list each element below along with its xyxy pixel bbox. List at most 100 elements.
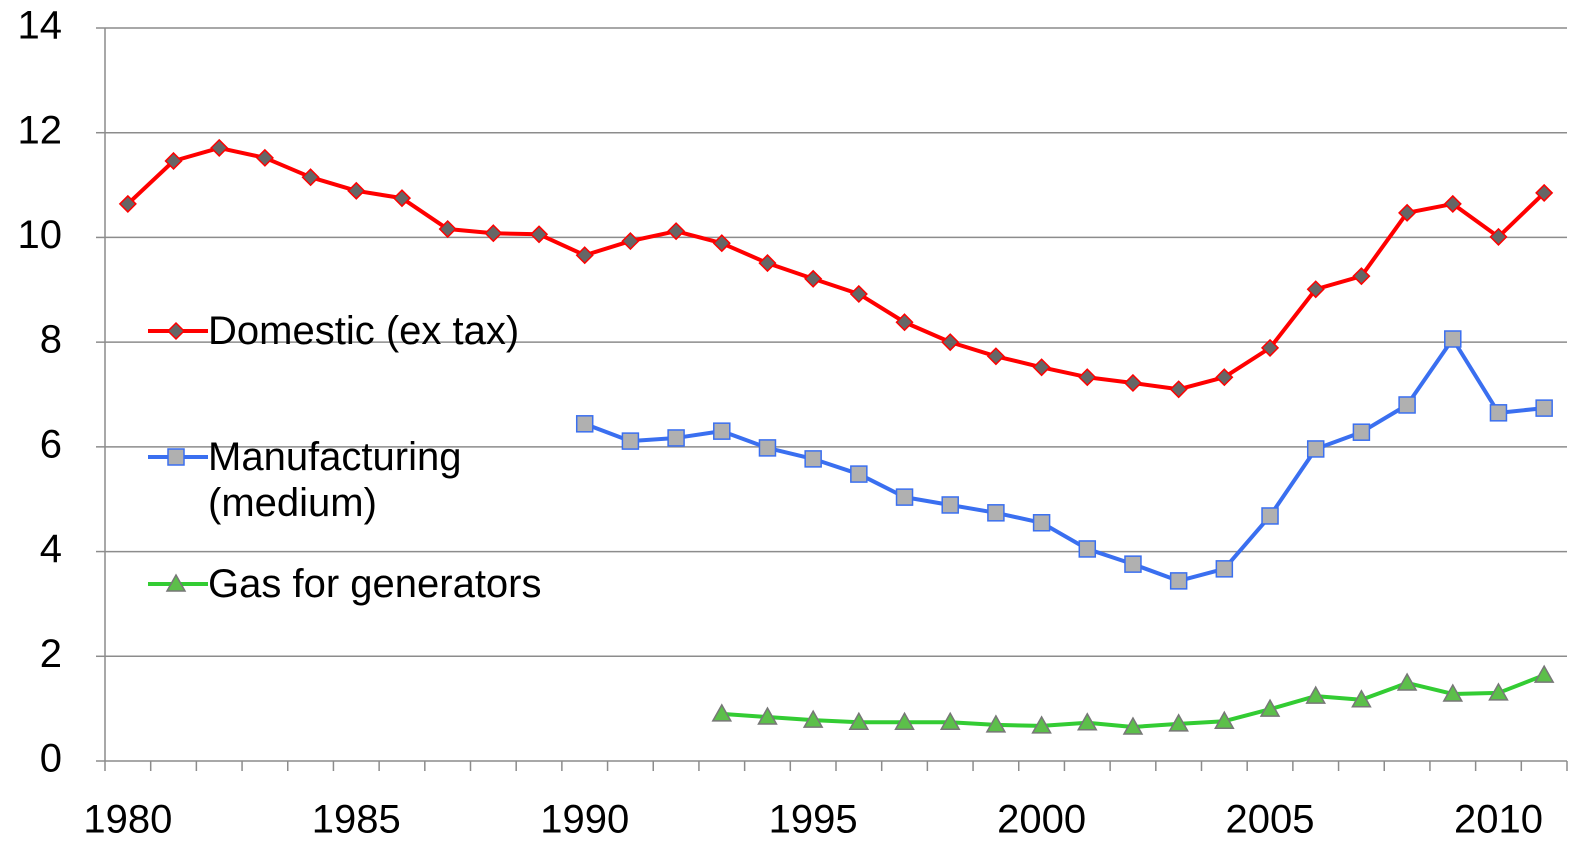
marker [895,488,914,506]
legend-swatch [148,573,208,592]
marker [1168,713,1189,732]
marker [894,711,915,731]
marker [255,148,274,167]
marker [575,246,594,265]
marker [621,232,640,251]
marker [1488,682,1509,701]
y-tick-label: 4 [40,527,62,571]
marker [1398,396,1416,414]
marker [1535,399,1553,417]
marker [1169,572,1188,590]
x-tick-label: 2000 [997,798,1086,842]
marker [164,151,183,171]
marker [167,448,185,466]
marker [848,711,870,731]
marker [1259,698,1281,717]
marker [301,168,320,187]
marker [210,138,229,157]
legend-swatch [148,321,208,341]
marker [1078,540,1097,558]
marker [438,219,457,239]
marker [1078,368,1097,387]
legend-label: Manufacturing (medium) [208,435,462,525]
marker [1442,683,1464,702]
x-tick-label: 2005 [1226,798,1315,842]
marker [1305,685,1327,704]
marker [1123,373,1143,393]
marker [347,181,366,200]
y-tick-label: 14 [18,4,63,48]
marker [1215,560,1234,578]
marker [895,313,914,332]
marker [1443,194,1462,213]
marker [757,706,778,725]
series-line [584,337,1545,583]
marker [1031,715,1052,734]
marker [1261,507,1279,525]
legend-label: Domestic (ex tax) [208,309,520,353]
marker [1351,689,1372,708]
marker [1214,710,1235,729]
marker [1306,440,1325,458]
marker [849,284,868,304]
marker [1533,664,1555,683]
marker [939,711,961,731]
legend-swatch [148,448,208,466]
marker [1122,716,1144,735]
y-tick-label: 0 [40,737,62,781]
marker [850,465,868,483]
marker [804,450,822,468]
marker [1489,404,1508,422]
marker [1444,330,1462,348]
marker [529,225,549,244]
marker [1215,368,1234,387]
x-tick-label: 1985 [312,798,401,842]
marker [713,422,731,440]
x-tick-label: 2010 [1454,798,1543,842]
marker [804,269,823,288]
marker [575,415,594,433]
marker [1124,555,1142,573]
marker [712,234,731,253]
x-tick-label: 1995 [769,798,858,842]
marker [1398,203,1417,222]
marker [941,496,959,514]
legend-item: Domestic (ex tax) [148,308,628,354]
legend-item: Manufacturing (medium) [148,434,628,526]
marker [802,709,824,728]
marker [1396,672,1418,691]
marker [1032,514,1051,532]
marker [941,333,960,352]
marker [1032,358,1051,377]
legend-label: Gas for generators [208,562,542,606]
marker [758,439,777,457]
y-tick-label: 6 [40,422,62,466]
y-tick-label: 12 [18,108,63,152]
marker [986,347,1005,366]
marker [392,189,412,208]
marker [667,222,686,241]
marker [711,703,733,722]
marker [484,224,503,243]
marker [667,429,685,447]
marker [1260,338,1280,357]
marker [118,194,137,213]
marker [985,714,1007,733]
marker [166,321,186,341]
marker [1535,183,1554,202]
marker [1352,267,1371,286]
marker [1076,712,1098,731]
marker [1489,227,1508,246]
marker [758,254,777,273]
marker [987,504,1005,522]
y-tick-label: 10 [18,213,63,257]
x-tick-label: 1990 [540,798,629,842]
marker [621,432,640,450]
marker [1352,423,1371,441]
marker [1169,380,1188,399]
y-tick-label: 2 [40,632,62,676]
x-tick-label: 1980 [83,798,172,842]
legend-item: Gas for generators [148,561,628,607]
